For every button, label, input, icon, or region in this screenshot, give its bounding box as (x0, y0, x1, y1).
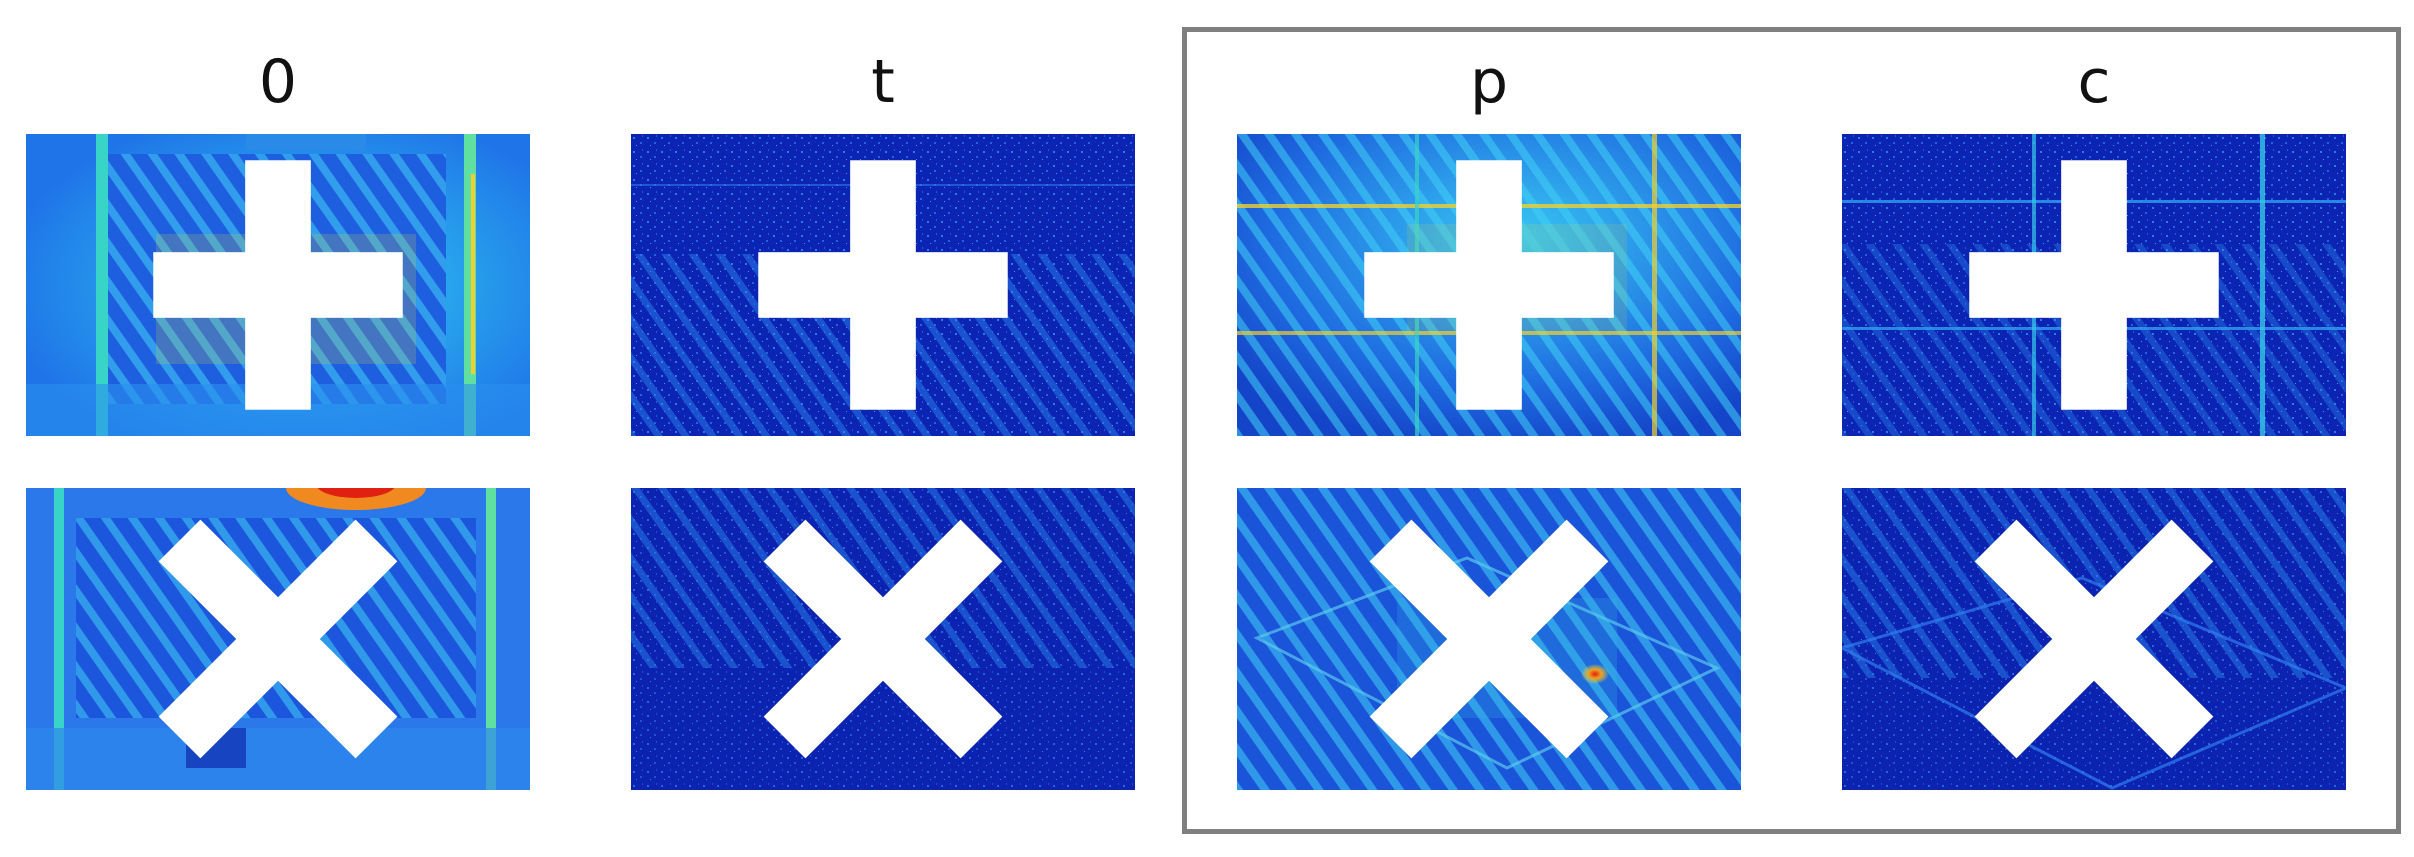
image-panel-c-plus (1842, 134, 2346, 436)
plus-icon (153, 160, 403, 410)
image-panel-c-cross (1842, 488, 2346, 790)
cross-icon (1369, 519, 1609, 759)
column-title-c: c (2077, 47, 2111, 117)
plus-icon (1969, 160, 2219, 410)
image-panel-p-cross (1237, 488, 1741, 790)
cross-icon (763, 519, 1003, 759)
image-panel-t-cross (631, 488, 1135, 790)
column-title-p: p (1469, 47, 1509, 117)
highlight-frame (1182, 27, 2401, 834)
column-title-0: 0 (258, 47, 298, 117)
plus-icon (758, 160, 1008, 410)
cross-icon (1974, 519, 2214, 759)
plus-icon (1364, 160, 1614, 410)
image-panel-0-cross (26, 488, 530, 790)
image-panel-0-plus (26, 134, 530, 436)
column-title-t: t (871, 47, 895, 117)
cross-icon (158, 519, 398, 759)
image-panel-t-plus (631, 134, 1135, 436)
image-panel-p-plus (1237, 134, 1741, 436)
